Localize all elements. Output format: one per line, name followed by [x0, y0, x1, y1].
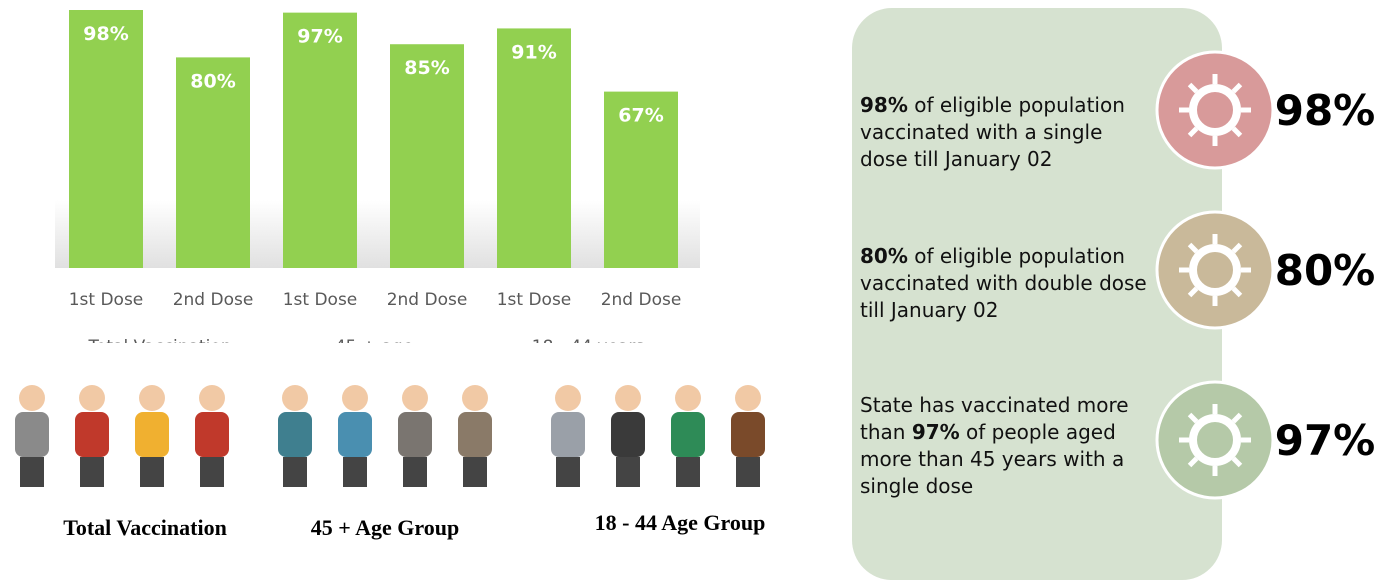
chart: 98% 1st Dose 80% 2nd Dose 97% 1st Dose 85% 2nd …: [0, 0, 1386, 585]
person-head: [402, 385, 428, 411]
person-head: [342, 385, 368, 411]
person-body: [671, 412, 705, 457]
bar: [283, 13, 357, 268]
person-body: [195, 412, 229, 457]
group-label: 45 + age: [335, 337, 413, 357]
bar-shadow: [55, 200, 700, 268]
person-legs: [403, 457, 427, 487]
value-label: 97%: [297, 26, 342, 48]
badge-value: 80%: [1275, 246, 1376, 295]
bar: [69, 10, 143, 268]
person-legs: [676, 457, 700, 487]
caption: 45 + Age Group: [311, 515, 459, 540]
person-body: [15, 412, 49, 457]
badge-circle: [1157, 212, 1273, 328]
panel-text: 98% of eligible population vaccinated wi…: [860, 92, 1150, 173]
person-head: [462, 385, 488, 411]
panel-text: 80% of eligible population vaccinated wi…: [860, 243, 1150, 324]
page: 98% 1st Dose 80% 2nd Dose 97% 1st Dose 85% 2nd …: [0, 0, 1386, 585]
group-label: Total Vaccination: [87, 337, 231, 357]
person-legs: [200, 457, 224, 487]
person-body: [75, 412, 109, 457]
person-body: [551, 412, 585, 457]
person-legs: [616, 457, 640, 487]
badge-value: 97%: [1275, 416, 1376, 465]
person-body: [731, 412, 765, 457]
value-label: 85%: [404, 57, 449, 79]
x-tick-label: 1st Dose: [69, 290, 144, 310]
person-legs: [556, 457, 580, 487]
person-head: [675, 385, 701, 411]
badge-circle: [1157, 382, 1273, 498]
person-legs: [20, 457, 44, 487]
badge-circle: [1157, 52, 1273, 168]
person-legs: [283, 457, 307, 487]
caption: 18 - 44 Age Group: [595, 510, 766, 535]
x-tick-label: 1st Dose: [497, 290, 572, 310]
person-head: [615, 385, 641, 411]
person-head: [555, 385, 581, 411]
person-body: [611, 412, 645, 457]
value-label: 91%: [511, 41, 556, 63]
caption: Total Vaccination: [63, 515, 227, 540]
bar: [497, 28, 571, 268]
highlight: 97%: [912, 420, 960, 444]
person-legs: [80, 457, 104, 487]
person-head: [139, 385, 165, 411]
person-head: [19, 385, 45, 411]
x-tick-label: 2nd Dose: [601, 290, 682, 310]
x-tick-label: 1st Dose: [283, 290, 358, 310]
person-body: [135, 412, 169, 457]
person-legs: [343, 457, 367, 487]
person-legs: [140, 457, 164, 487]
x-tick-label: 2nd Dose: [173, 290, 254, 310]
person-body: [398, 412, 432, 457]
person-head: [79, 385, 105, 411]
value-label: 67%: [618, 105, 663, 127]
person-body: [278, 412, 312, 457]
person-body: [458, 412, 492, 457]
person-legs: [463, 457, 487, 487]
person-head: [735, 385, 761, 411]
person-body: [338, 412, 372, 457]
panel-text: State has vaccinated more than 97% of pe…: [860, 392, 1150, 500]
value-label: 80%: [190, 70, 235, 92]
highlight: 98%: [860, 93, 908, 117]
x-tick-label: 2nd Dose: [387, 290, 468, 310]
value-label: 98%: [83, 23, 128, 45]
badge-value: 98%: [1275, 86, 1376, 135]
person-head: [199, 385, 225, 411]
person-head: [282, 385, 308, 411]
person-legs: [736, 457, 760, 487]
group-label: 18 - 44 years: [532, 337, 645, 357]
highlight: 80%: [860, 244, 908, 268]
